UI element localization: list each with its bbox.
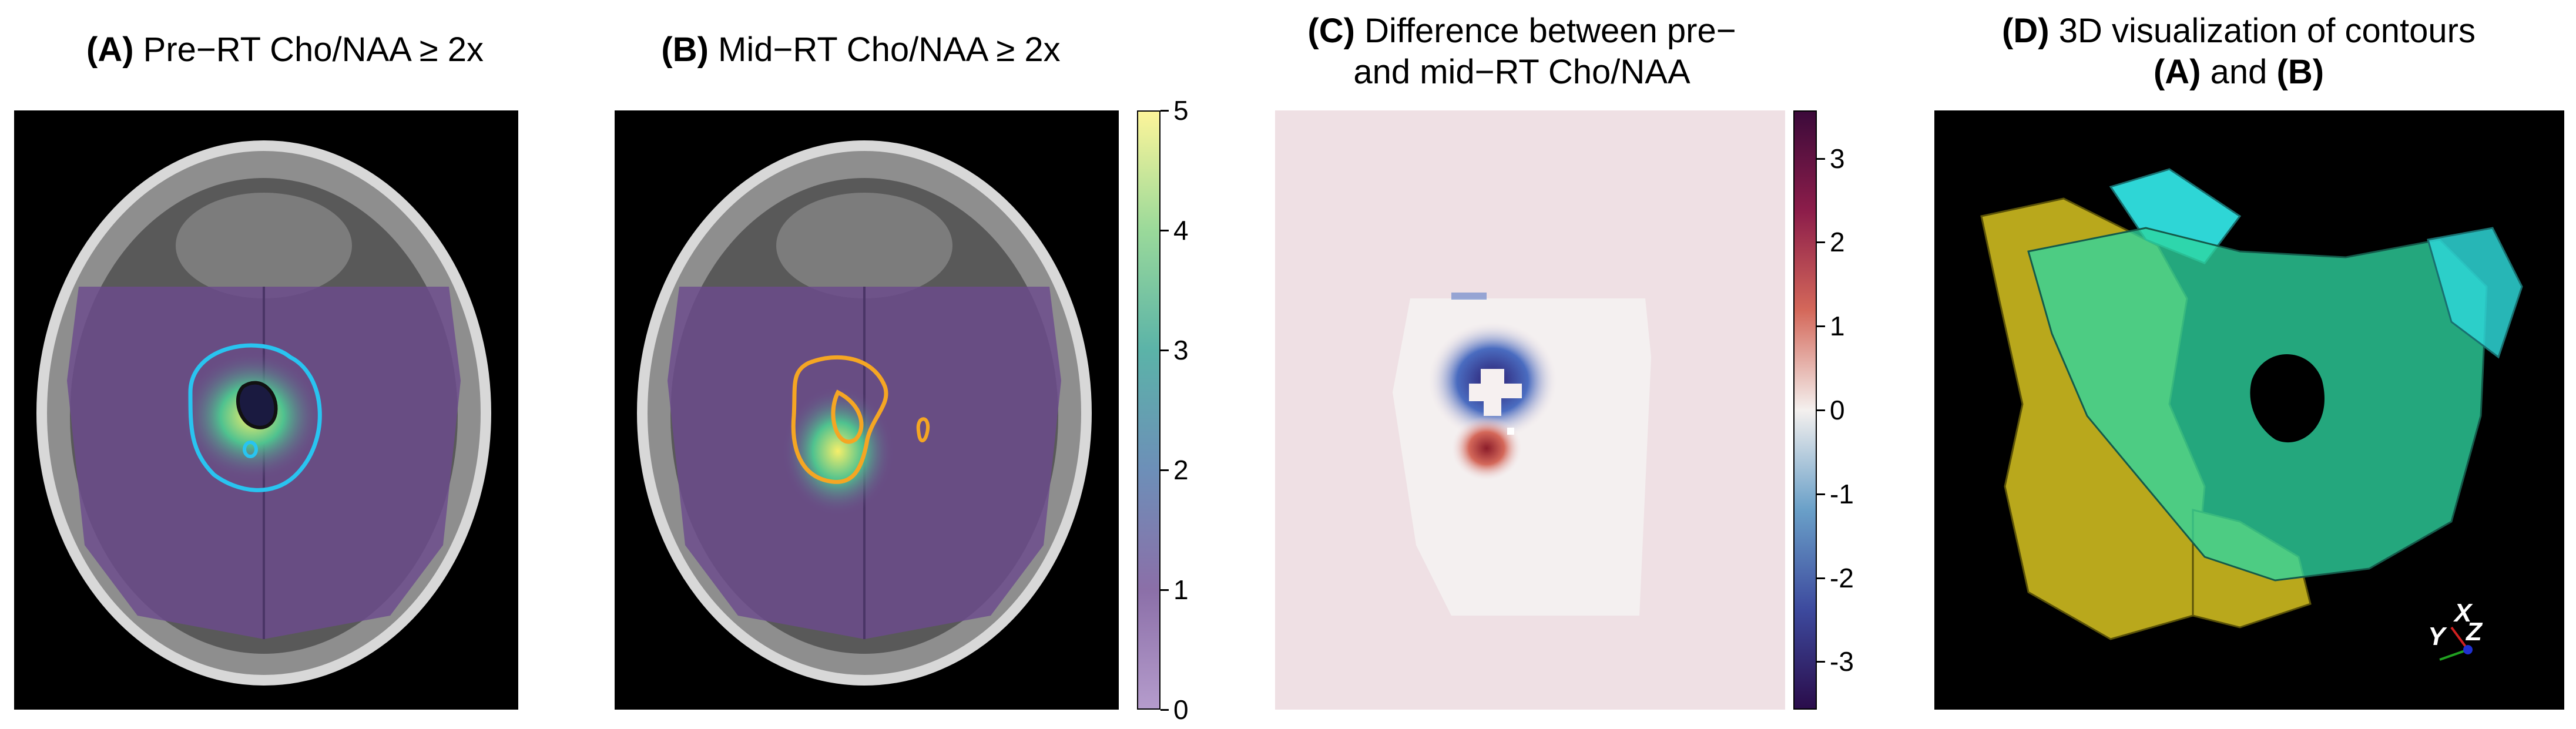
axis-y-label: Y [2428, 622, 2447, 651]
colorbar-ab-tick-mark [1160, 350, 1169, 351]
colorbar-c [1793, 110, 1817, 710]
colorbar-c-tick-mark [1817, 241, 1825, 244]
colorbar-c-tick-label: -1 [1830, 478, 1854, 509]
pre-rt-contour [188, 343, 322, 492]
axis-x-label: X [2453, 599, 2473, 627]
panel-d-ref-b: (B) [2276, 53, 2325, 91]
colorbar-ab-tick-mark [1160, 469, 1169, 471]
panel-b-mri-image [615, 110, 1119, 710]
axis-y-line [2439, 649, 2468, 661]
panel-b-letter: (B) [661, 31, 709, 69]
colorbar-c-tick-mark [1817, 409, 1825, 411]
colorbar-ab-tick-mark [1160, 230, 1169, 231]
colorbar-c-tick-mark [1817, 157, 1825, 160]
colorbar-c-tick-label: 2 [1830, 227, 1845, 258]
panel-d-title: (D) 3D visualization of contours (A) and… [1939, 11, 2538, 93]
colorbar-ab-tick-label: 4 [1173, 215, 1189, 246]
panel-c-letter: (C) [1307, 12, 1355, 50]
colorbar-c-tick-label: 3 [1830, 143, 1845, 174]
panel-a-mri-image [14, 110, 518, 710]
colorbar-c-tick-mark [1817, 661, 1825, 663]
colorbar-c-tick-label: -2 [1830, 562, 1854, 593]
pre-rt-contour-inner [236, 381, 278, 429]
axis-z-label: Z [2465, 617, 2483, 646]
colorbar-ab-tick-label: 0 [1173, 694, 1189, 725]
panel-d-and: and [2210, 53, 2268, 91]
colorbar-ab-tick-mark [1160, 589, 1169, 591]
mesh-cyan-right [2427, 227, 2523, 359]
colorbar-ab [1137, 110, 1160, 710]
panel-d-letter: (D) [2002, 12, 2050, 50]
colorbar-ab-tick-mark [1160, 709, 1169, 711]
hotspot [782, 387, 894, 516]
panel-c-title-line2: and mid−RT Cho/NAA [1353, 53, 1690, 91]
colorbar-ab-tick-label: 5 [1173, 95, 1189, 126]
colorbar-c-tick-label: 1 [1830, 311, 1845, 342]
panel-b-title: (B) Mid−RT Cho/NAA ≥ 2x [611, 29, 1111, 70]
panel-d-ref-a: (A) [2153, 53, 2201, 91]
panel-a-title-text: Pre−RT Cho/NAA ≥ 2x [143, 31, 484, 69]
colorbar-ab-tick-label: 3 [1173, 335, 1189, 365]
panel-d-3d-visualization: X Y Z [1934, 110, 2564, 710]
panel-b-title-text: Mid−RT Cho/NAA ≥ 2x [718, 31, 1061, 69]
colorbar-c-tick-label: -3 [1830, 646, 1854, 677]
colorbar-c-tick-mark [1817, 577, 1825, 579]
colorbar-ab-gradient [1137, 110, 1160, 710]
colorbar-ab-tick-mark [1160, 110, 1169, 112]
panel-d-title-line1: 3D visualization of contours [2058, 12, 2476, 50]
panel-c-title: (C) Difference between pre− and mid−RT C… [1269, 11, 1775, 93]
colorbar-c-tick-mark [1817, 493, 1825, 495]
panel-a-title: (A) Pre−RT Cho/NAA ≥ 2x [35, 29, 535, 70]
increase-blob [1451, 416, 1522, 481]
difference-hole [1469, 369, 1522, 416]
mesh-hole [2250, 354, 2325, 443]
colorbar-ab-tick-label: 2 [1173, 455, 1189, 485]
axis-z-dot [2463, 645, 2473, 654]
mid-rt-contour-small [916, 417, 930, 442]
mid-rt-contour [791, 355, 888, 484]
colorbar-c-tick-label: 0 [1830, 395, 1845, 425]
panel-a-letter: (A) [86, 31, 134, 69]
panel-c-difference-map [1275, 110, 1785, 710]
pre-rt-contour-small [243, 441, 258, 458]
panel-c-title-line1: Difference between pre− [1364, 12, 1736, 50]
colorbar-ab-tick-label: 1 [1173, 575, 1189, 605]
ventricle-region [176, 193, 352, 298]
colorbar-c-tick-mark [1817, 325, 1825, 328]
colorbar-c-gradient [1793, 110, 1817, 710]
